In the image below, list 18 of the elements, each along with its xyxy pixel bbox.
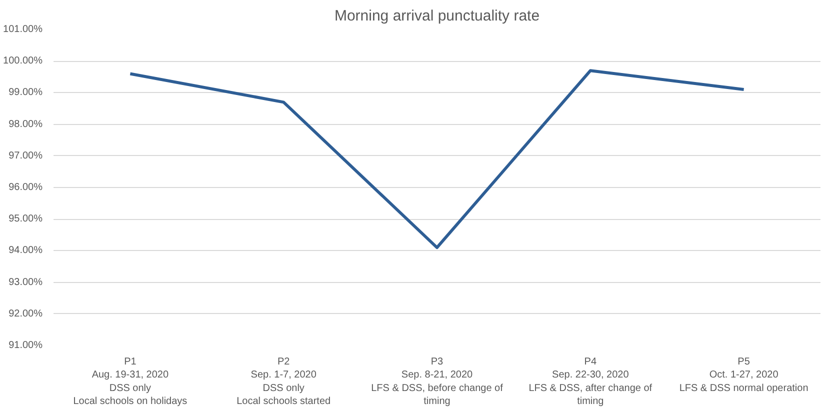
y-tick-label: 93.00% <box>8 276 43 288</box>
x-tick-label: P2 Sep. 1-7, 2020 DSS only Local schools started <box>236 356 331 408</box>
x-tick-label: P4 Sep. 22-30, 2020 LFS & DSS, after change of timing <box>528 356 652 408</box>
x-tick-label: P1 Aug. 19-31, 2020 DSS only Local schools on holidays <box>73 356 188 408</box>
y-tick-label: 100.00% <box>3 56 43 67</box>
x-tick-label: P5 Oct. 1-27, 2020 LFS & DSS normal operation <box>679 356 808 394</box>
y-tick-label: 91.00% <box>8 340 43 351</box>
chart-title: Morning arrival punctuality rate <box>334 8 540 24</box>
y-tick-label: 101.00% <box>3 24 43 35</box>
y-tick-label: 98.00% <box>8 118 43 130</box>
line-series <box>128 69 746 250</box>
y-tick-label: 97.00% <box>8 150 43 162</box>
x-tick-label: P3 Sep. 8-21, 2020 LFS & DSS, before change of timing <box>371 356 504 408</box>
y-tick-label: 99.00% <box>8 87 43 98</box>
y-tick-label: 95.00% <box>8 214 43 225</box>
y-tick-label: 94.00% <box>8 245 43 256</box>
y-tick-label: 96.00% <box>8 182 43 193</box>
y-tick-label: 92.00% <box>8 308 43 320</box>
